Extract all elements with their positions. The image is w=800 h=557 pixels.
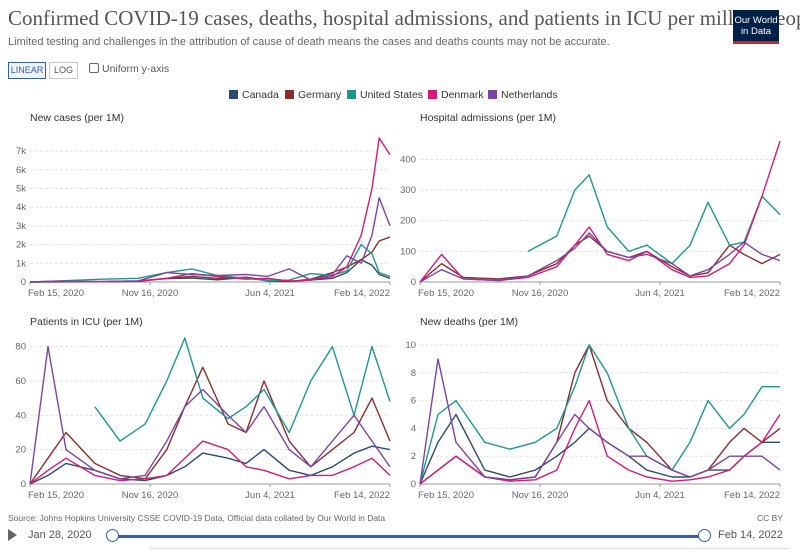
- chart-subtitle: Limited testing and challenges in the at…: [8, 36, 610, 48]
- series-line-canada: [419, 413, 780, 485]
- series-line-netherlands: [419, 232, 781, 283]
- legend-item-netherlands[interactable]: Netherlands: [488, 89, 558, 101]
- timeline-end-date: Feb 14, 2022: [718, 529, 783, 541]
- x-tick-label: Nov 16, 2020: [512, 490, 569, 501]
- log-scale-button[interactable]: LOG: [49, 62, 78, 79]
- legend-swatch: [488, 90, 497, 99]
- legend-label: Germany: [298, 89, 342, 101]
- license-link[interactable]: CC BY: [757, 513, 783, 523]
- series-line-united-states: [527, 174, 781, 265]
- legend-swatch: [285, 90, 294, 99]
- x-tick-label: Feb 14, 2022: [724, 288, 780, 299]
- series-line-united-states: [29, 243, 391, 283]
- logo-accent-bar: [733, 41, 779, 44]
- y-tick-label: 0: [21, 277, 26, 288]
- owid-logo[interactable]: Our World in Data: [733, 10, 779, 44]
- panel-title-icu-patients: Patients in ICU (per 1M): [30, 316, 143, 328]
- linear-scale-button[interactable]: LINEAR: [8, 62, 46, 79]
- y-tick-label: 0: [411, 277, 416, 288]
- uniform-y-axis-label: Uniform y-axis: [102, 63, 170, 75]
- x-tick-label: Jun 4, 2021: [635, 490, 685, 501]
- y-tick-label: 7k: [16, 146, 26, 157]
- y-tick-label: 4: [411, 423, 416, 434]
- series-line-netherlands: [29, 197, 391, 283]
- x-tick-label: Nov 16, 2020: [122, 288, 179, 299]
- series-line-canada: [29, 445, 391, 485]
- x-tick-label: Feb 15, 2020: [28, 490, 84, 501]
- legend-swatch: [229, 90, 238, 99]
- series-line-netherlands: [29, 345, 391, 485]
- x-tick-label: Jun 4, 2021: [245, 490, 295, 501]
- legend-label: Canada: [242, 89, 279, 101]
- y-tick-label: 3k: [16, 221, 26, 232]
- series-line-united-states: [419, 344, 780, 485]
- y-tick-label: 400: [400, 154, 416, 165]
- x-tick-label: Jun 4, 2021: [245, 288, 295, 299]
- logo-line-2: in Data: [740, 26, 772, 37]
- y-tick-label: 200: [400, 216, 416, 227]
- y-tick-label: 40: [15, 410, 26, 421]
- checkbox-icon: [89, 63, 99, 73]
- legend-item-germany[interactable]: Germany: [285, 89, 341, 101]
- source-note: Source: Johns Hopkins University CSSE CO…: [8, 513, 386, 523]
- y-tick-label: 2: [411, 451, 416, 462]
- y-tick-label: 60: [15, 376, 26, 387]
- y-tick-label: 6: [411, 396, 416, 407]
- timeline-start-handle[interactable]: [106, 529, 119, 542]
- legend-swatch: [428, 90, 437, 99]
- y-tick-label: 4k: [16, 202, 26, 213]
- y-tick-label: 100: [400, 246, 416, 257]
- y-tick-label: 5k: [16, 183, 26, 194]
- series-line-denmark: [29, 440, 391, 485]
- timeline-track[interactable]: [112, 535, 704, 538]
- play-icon[interactable]: [8, 529, 17, 541]
- series-line-netherlands: [419, 358, 781, 485]
- legend-item-denmark[interactable]: Denmark: [428, 89, 484, 101]
- x-tick-label: Feb 14, 2022: [334, 288, 390, 299]
- x-tick-label: Feb 14, 2022: [724, 490, 780, 501]
- x-tick-label: Feb 15, 2020: [418, 490, 474, 501]
- y-tick-label: 10: [405, 340, 416, 351]
- panel-title-new-deaths: New deaths (per 1M): [420, 316, 519, 328]
- x-tick-label: Nov 16, 2020: [512, 288, 569, 299]
- logo-line-1: Our World: [734, 15, 778, 26]
- y-tick-label: 300: [400, 185, 416, 196]
- y-tick-label: 80: [15, 342, 26, 353]
- tab-strip: [150, 548, 790, 557]
- y-tick-label: 8: [411, 368, 416, 379]
- panel-title-hospital-admissions: Hospital admissions (per 1M): [420, 112, 556, 124]
- uniform-y-axis-checkbox[interactable]: Uniform y-axis: [89, 63, 169, 75]
- y-tick-label: 1k: [16, 258, 26, 269]
- x-tick-label: Feb 15, 2020: [28, 288, 84, 299]
- y-tick-label: 0: [21, 479, 26, 490]
- legend-label: Netherlands: [501, 89, 558, 101]
- series-line-denmark: [419, 399, 781, 485]
- x-tick-label: Feb 14, 2022: [334, 490, 390, 501]
- y-tick-label: 0: [411, 479, 416, 490]
- charts-canvas: 0 1k 2k 3k 4k 5k 6k 7k Feb 15, 2020 Nov 16, 2020 J…: [15, 137, 781, 501]
- x-tick-label: Jun 4, 2021: [635, 288, 685, 299]
- series-line-denmark: [419, 140, 781, 283]
- legend-label: Denmark: [441, 89, 484, 101]
- series-line-denmark: [29, 137, 391, 283]
- y-tick-label: 2k: [16, 240, 26, 251]
- panel-title-new-cases: New cases (per 1M): [30, 112, 124, 124]
- timeline-start-date: Jan 28, 2020: [28, 529, 92, 541]
- chart-title: Confirmed COVID-19 cases, deaths, hospit…: [8, 6, 800, 30]
- series-line-united-states: [94, 337, 391, 442]
- x-tick-label: Nov 16, 2020: [122, 490, 179, 501]
- legend-label: United States: [360, 89, 424, 101]
- legend-item-canada[interactable]: Canada: [229, 89, 279, 101]
- series-line-germany: [29, 366, 391, 485]
- legend-swatch: [347, 90, 356, 99]
- timeline-end-handle[interactable]: [698, 529, 711, 542]
- x-tick-label: Feb 15, 2020: [418, 288, 474, 299]
- legend-item-united-states[interactable]: United States: [347, 89, 423, 101]
- y-tick-label: 6k: [16, 165, 26, 176]
- y-tick-label: 20: [15, 445, 26, 456]
